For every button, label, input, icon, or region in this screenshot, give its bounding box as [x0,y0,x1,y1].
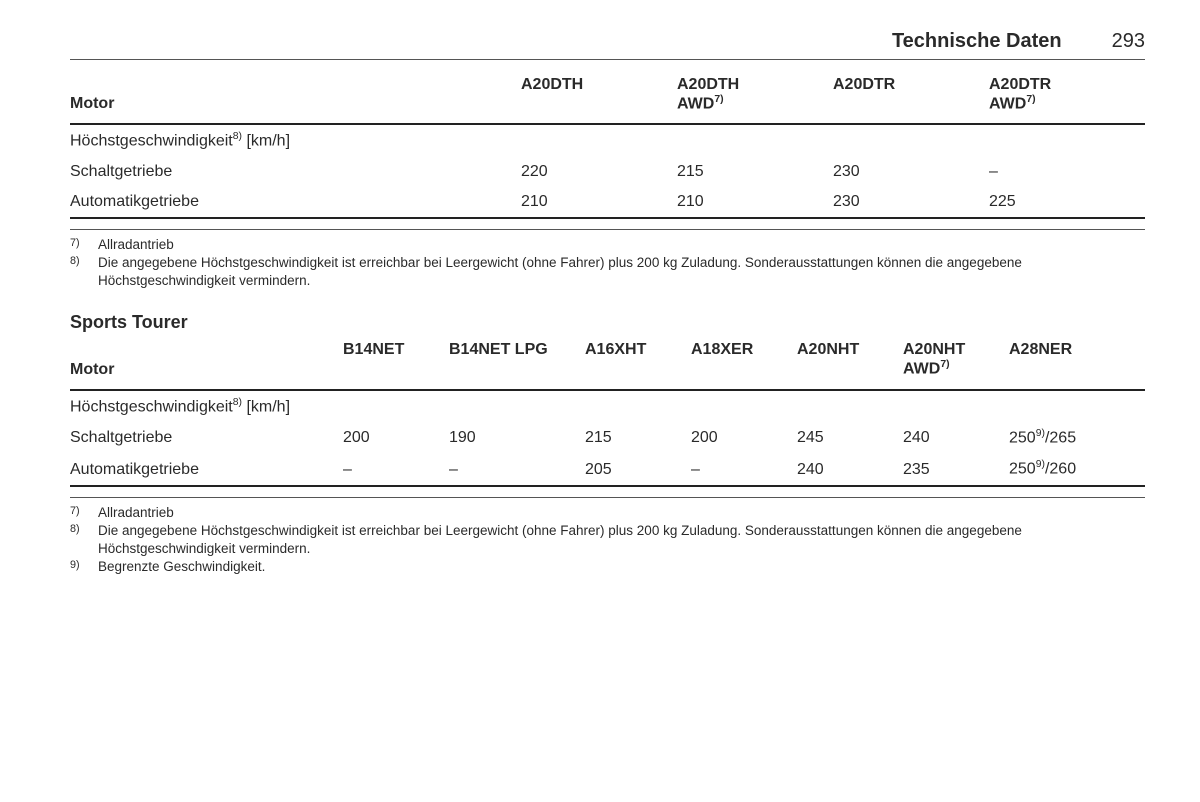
column-header: A20NHT [797,337,903,389]
cell-value: 215 [585,422,691,453]
footnote: 8)Die angegebene Höchstgeschwindigkeit i… [70,522,1145,558]
column-header: A16XHT [585,337,691,389]
column-header: A20NHTAWD7) [903,337,1009,389]
column-header-motor: Motor [70,337,343,389]
column-header: B14NET LPG [449,337,585,389]
specs-table-2: MotorB14NETB14NET LPGA16XHTA18XERA20NHTA… [70,337,1145,486]
cell-value: 210 [677,187,833,218]
cell-value: 230 [833,187,989,218]
column-header: A20DTHAWD7) [677,72,833,124]
footnote: 9)Begrenzte Geschwindigkeit. [70,558,1145,576]
row-label: Automatikgetriebe [70,187,521,218]
cell-value: 2509)/260 [1009,453,1145,485]
footnotes-2: 7)Allradantrieb8)Die angegebene Höchstge… [70,497,1145,577]
cell-value: 220 [521,157,677,187]
cell-value: 240 [797,453,903,485]
page-number: 293 [1112,30,1145,53]
cell-value: 2509)/265 [1009,422,1145,453]
cell-value: 200 [343,422,449,453]
specs-table-1: MotorA20DTHA20DTHAWD7)A20DTRA20DTRAWD7) … [70,72,1145,219]
column-header: A28NER [1009,337,1145,389]
row-section-label: Höchstgeschwindigkeit8) [km/h] [70,124,1145,156]
cell-value: 235 [903,453,1009,485]
row-label: Schaltgetriebe [70,422,343,453]
row-label: Automatikgetriebe [70,453,343,485]
cell-value: 190 [449,422,585,453]
column-header-motor: Motor [70,72,521,124]
column-header: A18XER [691,337,797,389]
cell-value: 225 [989,187,1145,218]
cell-value: 245 [797,422,903,453]
cell-value: 240 [903,422,1009,453]
header-divider [70,59,1145,60]
footnote: 7)Allradantrieb [70,504,1145,522]
cell-value: 205 [585,453,691,485]
footnote: 8)Die angegebene Höchstgeschwindigkeit i… [70,254,1145,290]
cell-value: 230 [833,157,989,187]
column-header: A20DTR [833,72,989,124]
row-label: Schaltgetriebe [70,157,521,187]
section-title: Technische Daten [892,30,1062,53]
subheading-sports-tourer: Sports Tourer [70,312,1145,333]
cell-value: 200 [691,422,797,453]
cell-value: – [343,453,449,485]
column-header: B14NET [343,337,449,389]
row-section-label: Höchstgeschwindigkeit8) [km/h] [70,390,1145,422]
cell-value: 210 [521,187,677,218]
cell-value: – [449,453,585,485]
column-header: A20DTH [521,72,677,124]
footnotes-1: 7)Allradantrieb8)Die angegebene Höchstge… [70,229,1145,291]
cell-value: – [989,157,1145,187]
footnote: 7)Allradantrieb [70,236,1145,254]
column-header: A20DTRAWD7) [989,72,1145,124]
cell-value: 215 [677,157,833,187]
cell-value: – [691,453,797,485]
